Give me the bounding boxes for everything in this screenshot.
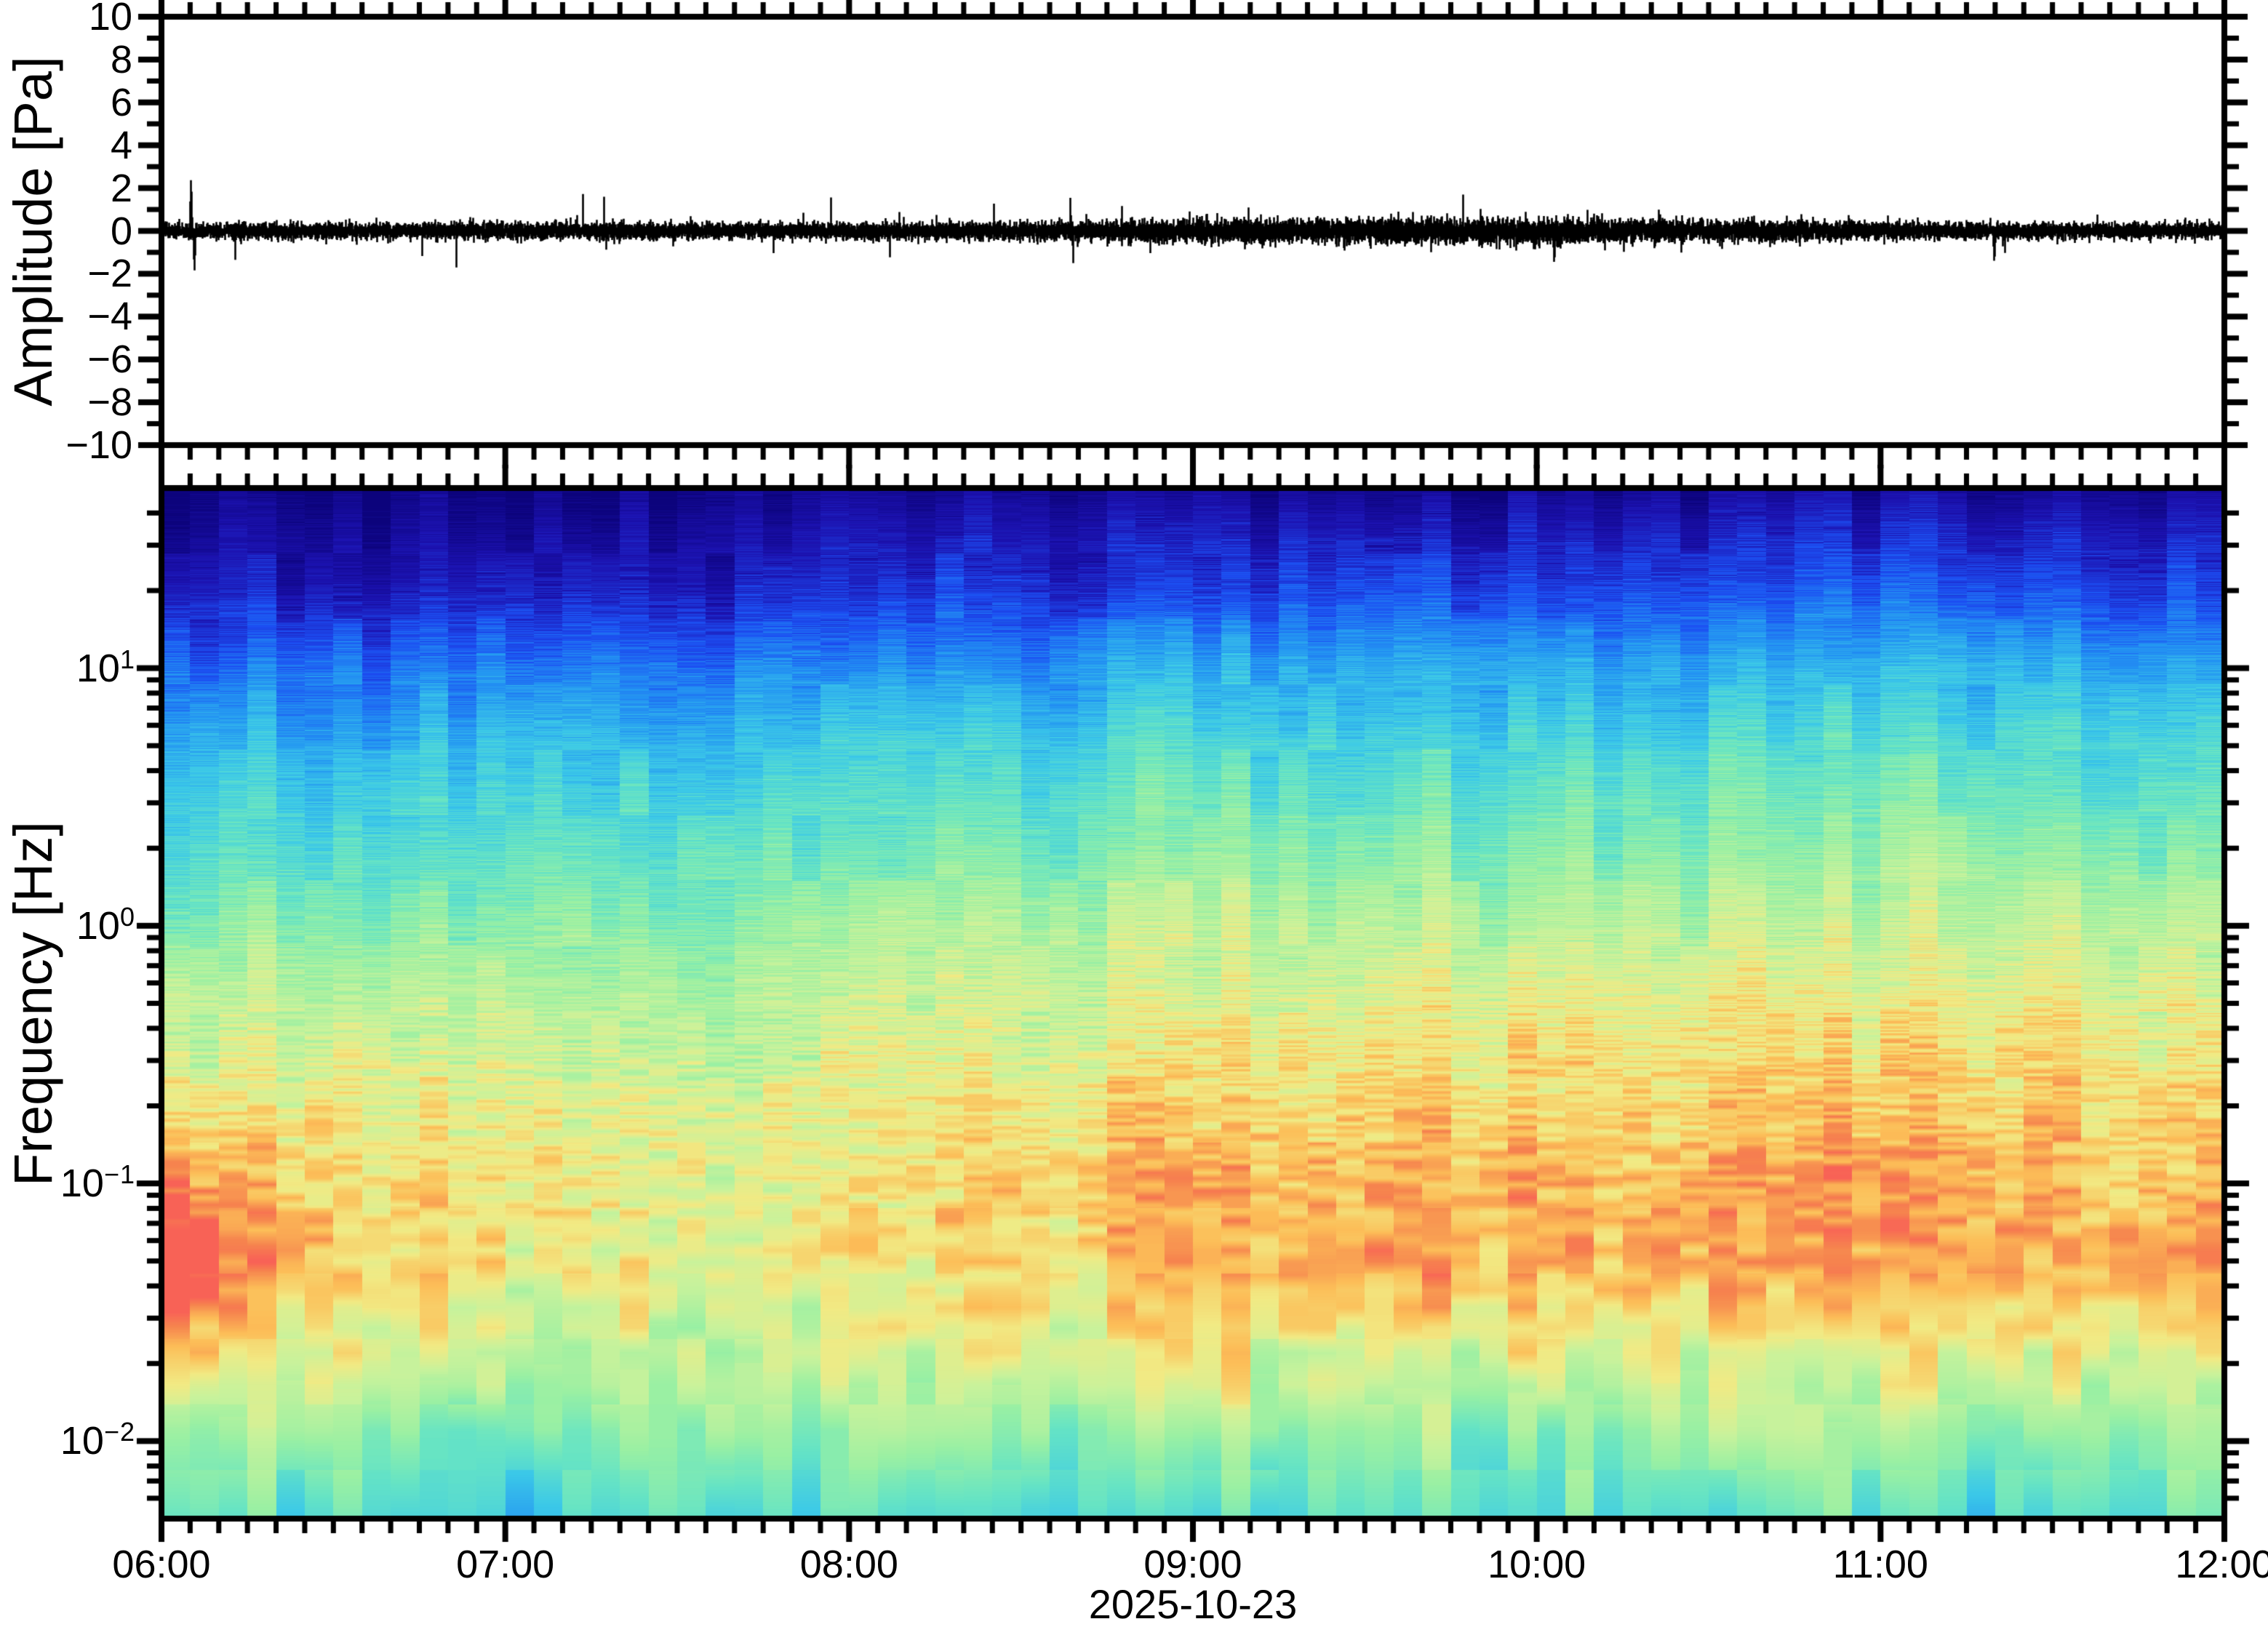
amplitude-tick-label: 0: [110, 209, 132, 253]
date-label: 2025-10-23: [1088, 1581, 1298, 1627]
frequency-tick-label: 101: [76, 644, 135, 690]
amplitude-tick-label: 2: [110, 166, 132, 210]
time-tick-label: 11:00: [1832, 1543, 1928, 1586]
amplitude-tick-label: 8: [110, 37, 132, 81]
frequency-axis-title: Frequency [Hz]: [3, 821, 63, 1186]
frequency-tick-label: 100: [76, 901, 135, 948]
time-tick-label: 09:00: [1143, 1543, 1242, 1586]
time-tick-label: 06:00: [112, 1543, 211, 1586]
amplitude-tick-label: −8: [87, 380, 132, 425]
time-tick-label: 08:00: [799, 1543, 898, 1586]
amplitude-tick-label: −6: [87, 337, 132, 382]
frequency-tick-label: 10−2: [60, 1417, 135, 1463]
amplitude-tick-label: 4: [110, 123, 132, 167]
time-tick-label: 07:00: [456, 1543, 555, 1586]
amplitude-tick-label: 10: [88, 0, 132, 39]
amplitude-tick-label: 6: [110, 80, 132, 124]
amplitude-tick-label: −2: [87, 252, 132, 296]
frequency-tick-label: 10−1: [60, 1159, 135, 1206]
amplitude-tick-label: −4: [87, 295, 132, 339]
amplitude-tick-label: −10: [65, 423, 132, 467]
time-tick-label: 12:00: [2175, 1543, 2268, 1586]
time-tick-label: 10:00: [1488, 1543, 1586, 1586]
